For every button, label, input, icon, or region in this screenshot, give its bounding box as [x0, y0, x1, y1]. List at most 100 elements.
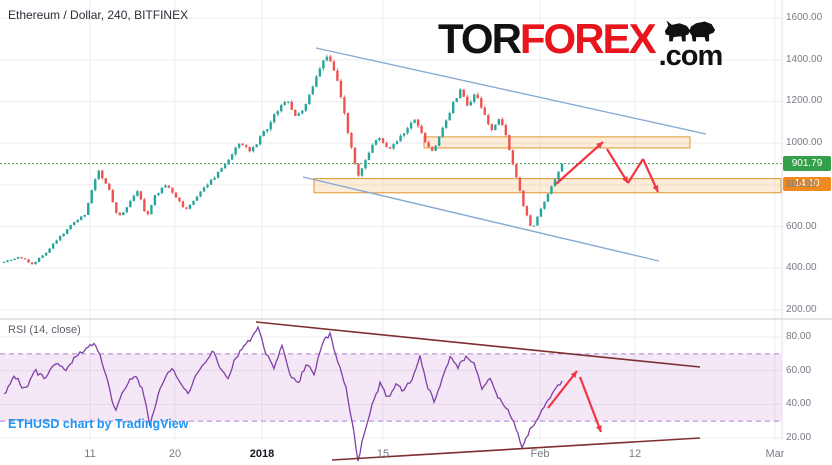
candle-body: [44, 252, 48, 256]
rsi-band: [0, 353, 782, 422]
candle-body: [360, 168, 364, 176]
candle-body: [539, 208, 543, 217]
candle-body: [434, 145, 437, 151]
candle-body: [20, 257, 23, 259]
support-zone-rect[interactable]: [313, 178, 782, 194]
rsi-wedge-upper-line[interactable]: [255, 321, 701, 368]
candle-body: [213, 177, 216, 180]
candle-body: [122, 212, 125, 216]
candle-body: [83, 214, 86, 217]
candle-body: [16, 257, 20, 259]
candle-body: [37, 257, 41, 262]
channel-upper-line[interactable]: [315, 47, 707, 135]
candle-body: [13, 258, 16, 261]
candle-body: [227, 159, 230, 165]
arrow-head[interactable]: [652, 185, 659, 192]
candle-body: [406, 128, 409, 134]
candle-body: [87, 203, 90, 215]
forecast-arrows[interactable]: [547, 141, 660, 433]
candle-body: [441, 127, 444, 137]
candle-body: [51, 243, 55, 249]
candle-body: [490, 124, 494, 131]
candle-body: [385, 142, 388, 147]
candle-body: [332, 61, 336, 71]
rsi-wedge-lower-line[interactable]: [331, 437, 701, 461]
candle-body: [266, 129, 269, 132]
candle-body: [132, 195, 136, 201]
candle-body: [234, 147, 237, 155]
candle-body: [515, 164, 518, 178]
resistance-zone-rect[interactable]: [423, 136, 691, 149]
candle-body: [167, 185, 171, 188]
candle-body: [553, 179, 557, 187]
candle-body: [223, 164, 227, 169]
candle-body: [58, 235, 62, 241]
candle-body: [364, 160, 367, 169]
candle-body: [27, 259, 30, 263]
candle-body: [343, 97, 346, 114]
candle-body: [262, 131, 265, 137]
candle-body: [494, 124, 497, 131]
candlesticks: [2, 54, 564, 265]
candle-body: [466, 96, 469, 106]
forecast-arrow[interactable]: [555, 141, 604, 185]
candle-body: [308, 94, 311, 105]
candle-body: [518, 177, 522, 191]
channel-lower-line[interactable]: [302, 176, 660, 262]
candle-body: [550, 186, 553, 194]
arrow-head[interactable]: [622, 176, 628, 183]
resistance-zone[interactable]: [423, 136, 691, 149]
candle-body: [171, 187, 174, 193]
arrow-head[interactable]: [570, 371, 577, 378]
candle-body: [181, 201, 185, 208]
candle-body: [244, 145, 248, 148]
candle-body: [251, 146, 255, 152]
arrow-head[interactable]: [596, 142, 603, 149]
candle-body: [392, 144, 395, 149]
candle-body: [329, 56, 332, 62]
candle-body: [129, 200, 132, 208]
candle-body: [230, 154, 234, 160]
candle-body: [297, 113, 300, 116]
support-zone[interactable]: [313, 178, 782, 194]
forecast-arrow[interactable]: [606, 148, 629, 184]
candle-body: [430, 147, 434, 151]
candle-body: [199, 191, 202, 197]
forecast-arrow[interactable]: [578, 376, 603, 433]
candle-body: [30, 262, 34, 265]
candle-body: [452, 101, 455, 114]
rsi-line: [3, 325, 563, 462]
candle-body: [459, 89, 462, 99]
candle-body: [139, 191, 143, 200]
forecast-arrow[interactable]: [547, 370, 578, 409]
candle-body: [90, 190, 93, 204]
candle-body: [115, 202, 118, 213]
candle-body: [536, 216, 539, 226]
candle-body: [350, 132, 353, 148]
candle-body: [9, 260, 13, 262]
candle-body: [325, 56, 329, 61]
candle-body: [241, 143, 244, 146]
candle-body: [294, 109, 297, 116]
candle-body: [174, 192, 178, 198]
candle-body: [444, 120, 448, 128]
candle-body: [237, 143, 241, 148]
candle-body: [104, 178, 107, 184]
candle-body: [34, 261, 37, 265]
candle-body: [136, 191, 139, 196]
candle-body: [437, 136, 441, 146]
candle-body: [150, 204, 153, 215]
candle-body: [301, 110, 304, 114]
arrow-head[interactable]: [595, 425, 602, 432]
forecast-arrow[interactable]: [627, 158, 644, 184]
candle-body: [72, 221, 76, 226]
candle-body: [367, 152, 371, 161]
candle-body: [423, 132, 427, 143]
candle-body: [202, 187, 206, 192]
candle-body: [269, 122, 272, 130]
candle-body: [522, 190, 525, 207]
candle-body: [290, 101, 293, 110]
candle-body: [473, 94, 476, 102]
